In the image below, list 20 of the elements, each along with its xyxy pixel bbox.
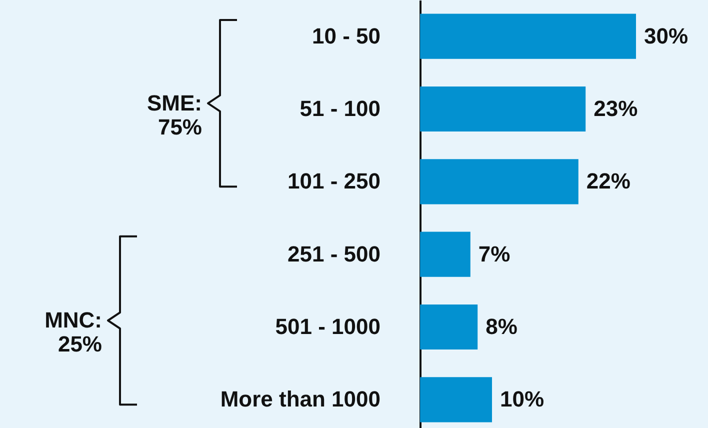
bar [420,232,470,277]
data-label: 10% [500,386,544,412]
y-tick-label: 101 - 250 [288,168,380,194]
data-label: 23% [594,96,638,121]
y-tick-label: 501 - 1000 [275,314,380,339]
bar [420,14,636,59]
y-tick-label: More than 1000 [220,386,380,412]
text: SME: 75% [147,90,202,140]
y-tick-label: 251 - 500 [288,241,380,266]
text: MNC: 25% [44,308,102,356]
y-tick-label: 10 - 50 [312,23,380,48]
bar [420,304,478,350]
data-label: 30% [644,23,688,48]
data-label: 7% [478,241,510,266]
y-tick-label: 51 - 100 [300,96,380,121]
data-label: 22% [586,168,630,194]
data-label: 8% [486,314,518,339]
bar [420,159,578,204]
bar [420,377,492,422]
bar [420,86,586,132]
